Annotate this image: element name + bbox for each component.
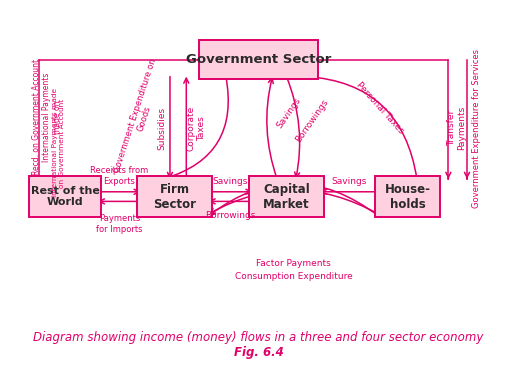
Text: Borrowings: Borrowings [205,211,256,220]
Text: Personal Taxes: Personal Taxes [354,80,405,135]
FancyBboxPatch shape [29,176,101,217]
Text: Savings: Savings [332,177,367,186]
FancyBboxPatch shape [199,40,318,79]
Text: Savings: Savings [213,177,248,186]
Text: Transfer
Payments: Transfer Payments [447,106,466,150]
Text: Receipts from
Exports: Receipts from Exports [90,166,148,186]
Text: Government Sector: Government Sector [186,53,331,66]
Text: Savings: Savings [275,96,302,130]
Text: Borrowings: Borrowings [294,97,330,144]
Text: Fig. 6.4: Fig. 6.4 [234,346,283,359]
Text: Payments
for Imports: Payments for Imports [96,214,143,234]
Text: Diagram showing income (money) flows in a three and four sector economy: Diagram showing income (money) flows in … [33,331,484,344]
FancyBboxPatch shape [137,176,212,217]
Text: Capital
Market: Capital Market [263,183,310,211]
FancyBboxPatch shape [249,176,324,217]
Text: Corporate
Taxes: Corporate Taxes [187,106,206,151]
Text: House-
holds: House- holds [385,183,431,211]
Text: Firm
Sector: Firm Sector [153,183,196,211]
FancyBboxPatch shape [375,176,440,217]
Text: Government Expenditure for Services: Government Expenditure for Services [472,49,481,208]
Text: Government Expenditure on
Goods: Government Expenditure on Goods [112,57,168,177]
Text: International Payments made
on Government Account: International Payments made on Governmen… [52,89,65,197]
Text: Rest of the
World: Rest of the World [31,186,100,207]
Text: Consumption Expenditure: Consumption Expenditure [235,272,352,281]
Text: Recd. on Government Account
International Payments
made on: Recd. on Government Account Internationa… [32,59,62,175]
Text: Subsidies: Subsidies [157,106,166,150]
Text: Factor Payments: Factor Payments [256,259,331,269]
